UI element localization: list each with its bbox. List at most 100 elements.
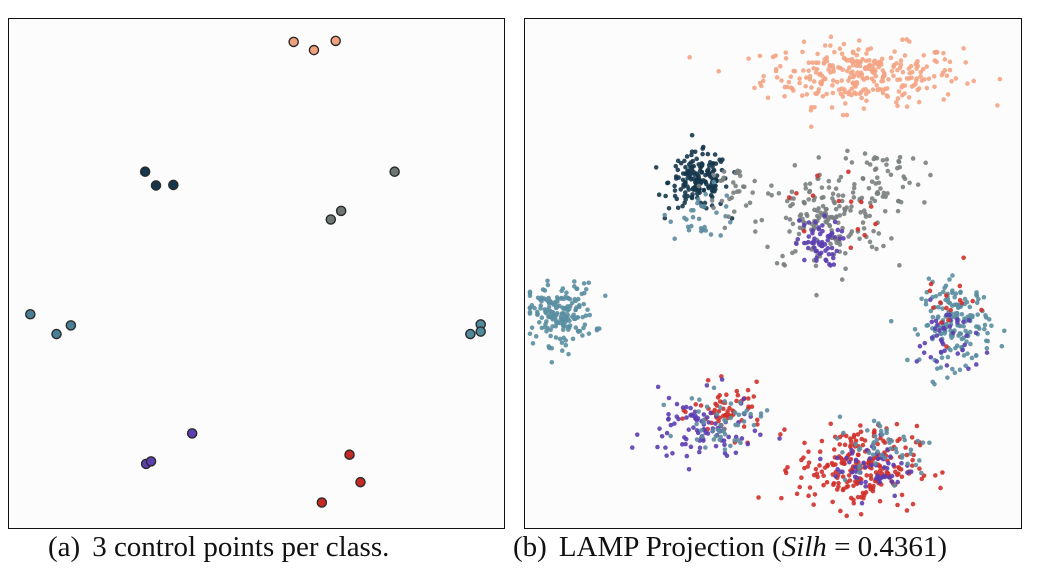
projected-point (877, 59, 882, 65)
projected-point (900, 452, 905, 458)
projected-point (876, 180, 882, 186)
projected-point (814, 91, 820, 96)
projected-point (527, 289, 533, 295)
projected-point (665, 180, 670, 186)
projected-point (698, 164, 703, 170)
projected-point (886, 460, 891, 466)
projected-point (886, 77, 891, 82)
projected-point (931, 73, 937, 79)
projected-point (859, 199, 864, 205)
projected-point (853, 84, 858, 89)
projected-point (906, 95, 912, 100)
projected-point (828, 43, 833, 48)
projected-point (923, 298, 929, 303)
projected-point (787, 217, 793, 222)
projected-point (701, 417, 707, 423)
projected-point (692, 187, 698, 193)
projected-point (842, 477, 848, 483)
projected-point (803, 182, 808, 187)
projected-point (830, 252, 835, 257)
projected-point (828, 34, 834, 40)
projected-point (957, 283, 963, 289)
projected-point (801, 68, 806, 73)
projected-point (752, 428, 758, 434)
projected-point (846, 169, 851, 175)
projected-point (891, 73, 896, 79)
projected-point (811, 66, 816, 71)
projected-point (752, 178, 757, 184)
projected-point (784, 198, 790, 204)
projected-point (897, 164, 903, 170)
projected-point (945, 375, 950, 380)
projected-point (895, 479, 900, 485)
projected-point (587, 312, 593, 318)
projected-point (666, 395, 672, 401)
projected-point (689, 223, 694, 229)
projected-point (813, 466, 819, 472)
projected-point (810, 193, 816, 198)
projected-point (820, 223, 825, 228)
projected-point (899, 460, 904, 466)
projected-point (564, 290, 569, 295)
projected-point (982, 326, 987, 332)
projected-point (542, 288, 548, 293)
projected-point (659, 433, 665, 439)
projected-point (851, 483, 856, 489)
projected-point (825, 234, 831, 239)
projected-point (847, 89, 852, 94)
projected-point (830, 63, 836, 68)
projected-point (895, 77, 900, 83)
projected-point (821, 482, 826, 488)
projected-point (857, 38, 862, 43)
projected-point (947, 312, 952, 318)
projected-point (557, 336, 563, 342)
projected-point (752, 229, 758, 234)
projected-point (947, 300, 953, 306)
projected-point (963, 328, 968, 334)
projected-point (904, 104, 910, 109)
projected-point (882, 208, 888, 214)
projected-point (571, 312, 576, 318)
projected-point (750, 190, 755, 195)
projected-point (663, 193, 668, 199)
projected-point (728, 415, 734, 421)
projected-point (904, 508, 910, 513)
projected-point (666, 205, 672, 211)
projected-point (848, 199, 854, 204)
projected-point (853, 441, 859, 447)
cluster-1 (687, 34, 1003, 130)
projected-point (800, 49, 805, 55)
projected-point (819, 195, 825, 201)
projected-point (961, 255, 966, 261)
projected-point (827, 262, 832, 267)
projected-point (527, 293, 533, 299)
projected-point (815, 173, 820, 179)
projected-point (821, 473, 826, 478)
projected-point (796, 231, 802, 237)
projected-point (812, 245, 817, 251)
projected-point (765, 244, 770, 250)
projected-point (809, 240, 815, 246)
projected-point (909, 84, 915, 89)
projected-point (705, 151, 711, 157)
projected-point (855, 432, 861, 437)
projected-point (928, 172, 933, 178)
projected-point (843, 266, 848, 272)
projected-point (723, 204, 729, 209)
projected-point (957, 367, 963, 373)
projected-point (900, 184, 906, 190)
projected-point (724, 412, 730, 417)
projected-point (920, 440, 926, 445)
projected-point (836, 65, 841, 70)
projected-point (868, 204, 874, 209)
projected-point (784, 84, 790, 90)
projected-point (580, 333, 585, 338)
projected-point (884, 157, 890, 162)
projected-point (812, 104, 817, 110)
projected-point (709, 184, 715, 190)
projected-point (834, 436, 840, 441)
projected-point (961, 319, 966, 325)
projected-point (735, 392, 741, 398)
projected-point (727, 405, 732, 411)
projected-point (889, 479, 895, 485)
